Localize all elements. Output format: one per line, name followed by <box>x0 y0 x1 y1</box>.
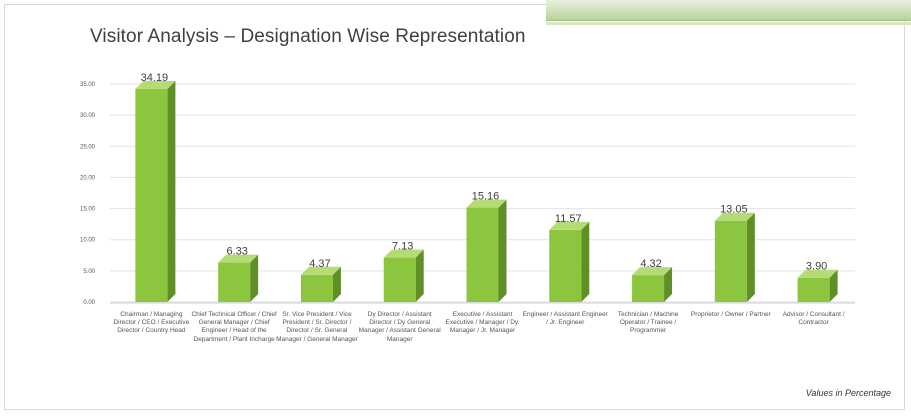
bar-side <box>498 199 507 302</box>
category-label: Executive / Assistant Executive / Manage… <box>445 311 520 335</box>
bar-top <box>300 266 341 275</box>
bar-side <box>415 249 424 302</box>
chart-footnote: Values in Percentage <box>805 388 891 398</box>
y-tick-label: 25.00 <box>80 144 96 150</box>
bar <box>714 220 747 302</box>
category-label: Sr. Vice President / Vice President / Sr… <box>276 311 358 343</box>
y-tick-label: 20.00 <box>80 175 96 181</box>
category-label: Engineer / Assistant Engineer / Jr. Engi… <box>522 311 608 327</box>
data-label: 4.32 <box>640 258 661 270</box>
bar-top <box>135 81 176 90</box>
bar <box>797 277 830 302</box>
data-label: 34.19 <box>141 72 169 84</box>
chart-title: Visitor Analysis – Designation Wise Repr… <box>90 26 526 47</box>
bar-top <box>632 267 673 276</box>
bar-top <box>797 269 838 278</box>
data-label: 6.33 <box>226 246 247 258</box>
y-tick-label: 35.00 <box>80 82 96 88</box>
bar-top <box>383 249 424 258</box>
bar <box>135 89 168 303</box>
y-tick-label: 5.00 <box>83 269 95 275</box>
category-label: Proprietor / Owner / Partner <box>690 311 771 318</box>
bar <box>383 257 416 302</box>
data-label: 4.37 <box>309 258 330 270</box>
data-label: 11.57 <box>555 213 582 225</box>
bar <box>549 229 582 302</box>
header-accent-bar <box>546 0 911 25</box>
data-label: 3.90 <box>806 261 827 273</box>
bar-side <box>746 212 755 302</box>
category-label: Advisor / Consultant / Contractor <box>782 311 845 327</box>
y-tick-label: 15.00 <box>80 207 96 213</box>
bar <box>632 275 665 302</box>
bar-top <box>714 212 755 221</box>
bar-side <box>581 221 590 302</box>
category-label: Chairman / Managing Director / CEO / Exe… <box>113 311 190 335</box>
bar-side <box>664 267 673 302</box>
y-tick-label: 0.00 <box>83 300 95 306</box>
category-label: Chief Technical Officer / Chief General … <box>191 311 277 343</box>
bar-side <box>332 266 341 302</box>
bar-top <box>466 199 507 208</box>
data-label: 13.05 <box>720 204 748 216</box>
bar <box>466 207 499 302</box>
bar-top <box>218 254 259 263</box>
bar-side <box>250 254 259 302</box>
bar-side <box>829 269 838 302</box>
bar <box>218 262 251 302</box>
data-label: 15.16 <box>472 191 500 203</box>
y-tick-label: 30.00 <box>80 113 96 119</box>
category-label: Technician / Machine Operator / Trainee … <box>617 311 679 335</box>
category-label: Dy Director / Assistant Director / Dy Ge… <box>358 311 441 343</box>
y-tick-label: 10.00 <box>80 238 96 244</box>
bar <box>300 274 333 302</box>
bar-top <box>549 221 590 230</box>
data-label: 7.13 <box>392 241 413 253</box>
bar-side <box>167 81 176 303</box>
